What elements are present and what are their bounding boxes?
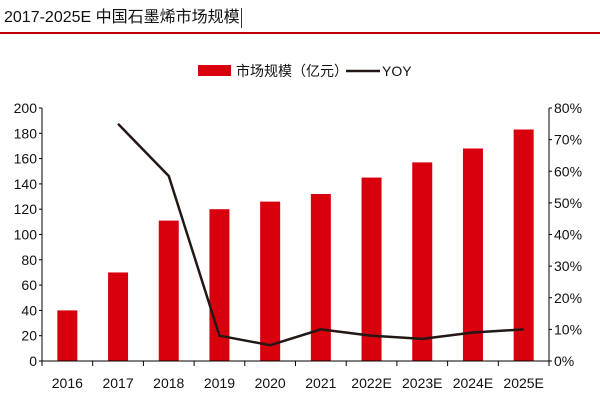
left-tick-label: 200 bbox=[14, 100, 38, 116]
x-tick-label: 2018 bbox=[153, 375, 184, 391]
legend-line-label: YOY bbox=[382, 63, 412, 79]
left-tick-label: 40 bbox=[21, 302, 37, 318]
bar-2016 bbox=[57, 310, 78, 361]
x-tick-label: 2021 bbox=[305, 375, 336, 391]
x-tick-label: 2020 bbox=[255, 375, 286, 391]
right-tick-label: 60% bbox=[554, 163, 582, 179]
bar-2022E bbox=[361, 177, 382, 361]
right-tick-label: 20% bbox=[554, 290, 582, 306]
x-tick-label: 2025E bbox=[503, 375, 543, 391]
right-tick-label: 80% bbox=[554, 100, 582, 116]
bar-2023E bbox=[412, 162, 433, 361]
right-tick-label: 50% bbox=[554, 195, 582, 211]
right-tick-label: 10% bbox=[554, 321, 582, 337]
title-divider bbox=[0, 32, 600, 34]
x-tick-label: 2024E bbox=[453, 375, 493, 391]
x-tick-label: 2023E bbox=[402, 375, 442, 391]
left-tick-label: 0 bbox=[29, 353, 37, 369]
bar-2024E bbox=[462, 148, 483, 361]
right-tick-label: 30% bbox=[554, 258, 582, 274]
left-tick-label: 20 bbox=[21, 328, 37, 344]
bar-2020 bbox=[260, 201, 281, 361]
left-tick-label: 160 bbox=[14, 151, 38, 167]
x-tick-label: 2019 bbox=[204, 375, 235, 391]
bar-2021 bbox=[310, 194, 331, 361]
bar-2025E bbox=[513, 129, 534, 361]
right-tick-label: 70% bbox=[554, 132, 582, 148]
left-tick-label: 100 bbox=[14, 227, 38, 243]
bar-2017 bbox=[108, 272, 129, 361]
x-tick-label: 2017 bbox=[102, 375, 133, 391]
left-tick-label: 80 bbox=[21, 252, 37, 268]
x-tick-label: 2022E bbox=[351, 375, 391, 391]
x-tick-label: 2016 bbox=[52, 375, 83, 391]
chart-title: 2017-2025E 中国石墨烯市场规模 bbox=[4, 8, 242, 28]
left-tick-label: 140 bbox=[14, 176, 38, 192]
left-tick-label: 180 bbox=[14, 125, 38, 141]
legend-bar-label: 市场规模（亿元） bbox=[236, 63, 348, 79]
left-tick-label: 60 bbox=[21, 277, 37, 293]
right-tick-label: 0% bbox=[554, 353, 574, 369]
right-tick-label: 40% bbox=[554, 227, 582, 243]
bar-2018 bbox=[158, 220, 179, 361]
left-tick-label: 120 bbox=[14, 201, 38, 217]
legend-bar-swatch bbox=[198, 65, 231, 76]
